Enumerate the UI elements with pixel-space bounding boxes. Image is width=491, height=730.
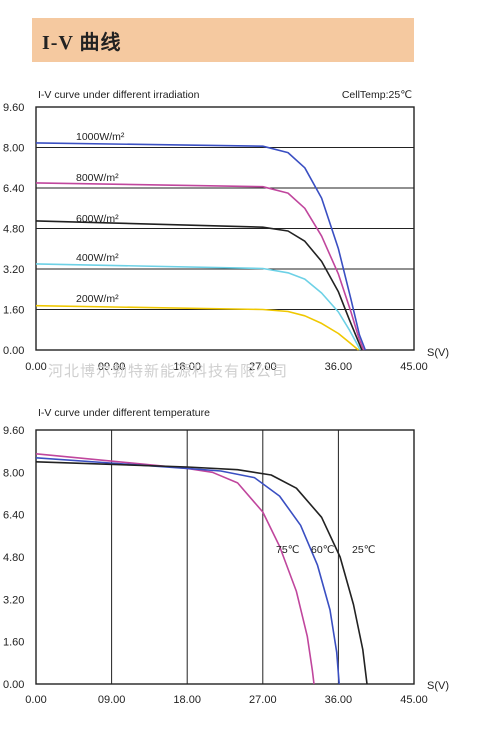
x-tick-label: 0.00 bbox=[25, 694, 46, 706]
series-line bbox=[35, 304, 360, 351]
series-line bbox=[35, 142, 367, 351]
y-tick-label: 9.60 bbox=[3, 102, 24, 114]
y-tick-label: 8.00 bbox=[3, 143, 24, 155]
chart-title: I-V curve under different temperature bbox=[38, 407, 210, 419]
y-tick-label: 8.00 bbox=[3, 467, 24, 479]
x-tick-label: 27.00 bbox=[249, 694, 277, 706]
series-line bbox=[35, 453, 315, 685]
series-line bbox=[35, 457, 340, 685]
series-label: 1000W/m² bbox=[76, 131, 125, 143]
series-label: 25℃ bbox=[352, 544, 375, 556]
y-tick-label: 0.00 bbox=[3, 345, 24, 357]
chart-note: CellTemp:25℃ bbox=[342, 89, 412, 101]
y-tick-label: 4.80 bbox=[3, 224, 24, 236]
y-tick-label: 6.40 bbox=[3, 183, 24, 195]
series-label: 400W/m² bbox=[76, 252, 119, 264]
y-tick-label: 1.60 bbox=[3, 305, 24, 317]
y-tick-label: 6.40 bbox=[3, 510, 24, 522]
x-tick-label: 45.00 bbox=[400, 694, 428, 706]
x-axis-label: S(V) bbox=[427, 347, 449, 359]
x-tick-label: 09.00 bbox=[98, 694, 126, 706]
x-tick-label: 36.00 bbox=[325, 361, 353, 373]
y-tick-label: 9.60 bbox=[3, 425, 24, 437]
x-tick-label: 09.00 bbox=[98, 361, 126, 373]
x-tick-label: 18.00 bbox=[173, 361, 201, 373]
header-banner: I-V 曲线 bbox=[32, 18, 414, 62]
y-tick-label: 0.00 bbox=[3, 679, 24, 691]
x-tick-label: 27.00 bbox=[249, 361, 277, 373]
x-tick-label: 0.00 bbox=[25, 361, 46, 373]
series-line bbox=[35, 263, 361, 351]
y-tick-label: 1.60 bbox=[3, 637, 24, 649]
x-tick-label: 36.00 bbox=[325, 694, 353, 706]
series-label: 75℃ bbox=[276, 544, 299, 556]
x-tick-label: 18.00 bbox=[173, 694, 201, 706]
x-tick-label: 45.00 bbox=[400, 361, 428, 373]
page-title: I-V 曲线 bbox=[42, 32, 122, 54]
series-label: 600W/m² bbox=[76, 213, 119, 225]
series-label: 60℃ bbox=[311, 544, 334, 556]
series-label: 800W/m² bbox=[76, 172, 119, 184]
series-line bbox=[35, 220, 363, 351]
y-tick-label: 4.80 bbox=[3, 552, 24, 564]
series-line bbox=[35, 182, 365, 351]
chart-title: I-V curve under different irradiation bbox=[38, 89, 200, 101]
plot-frame bbox=[35, 429, 415, 685]
y-tick-label: 3.20 bbox=[3, 594, 24, 606]
watermark-text: 河北博尔勃特新能源科技有限公司 bbox=[48, 363, 288, 380]
y-tick-label: 3.20 bbox=[3, 264, 24, 276]
x-axis-label: S(V) bbox=[427, 680, 449, 692]
series-label: 200W/m² bbox=[76, 293, 119, 305]
series-line bbox=[35, 461, 368, 685]
